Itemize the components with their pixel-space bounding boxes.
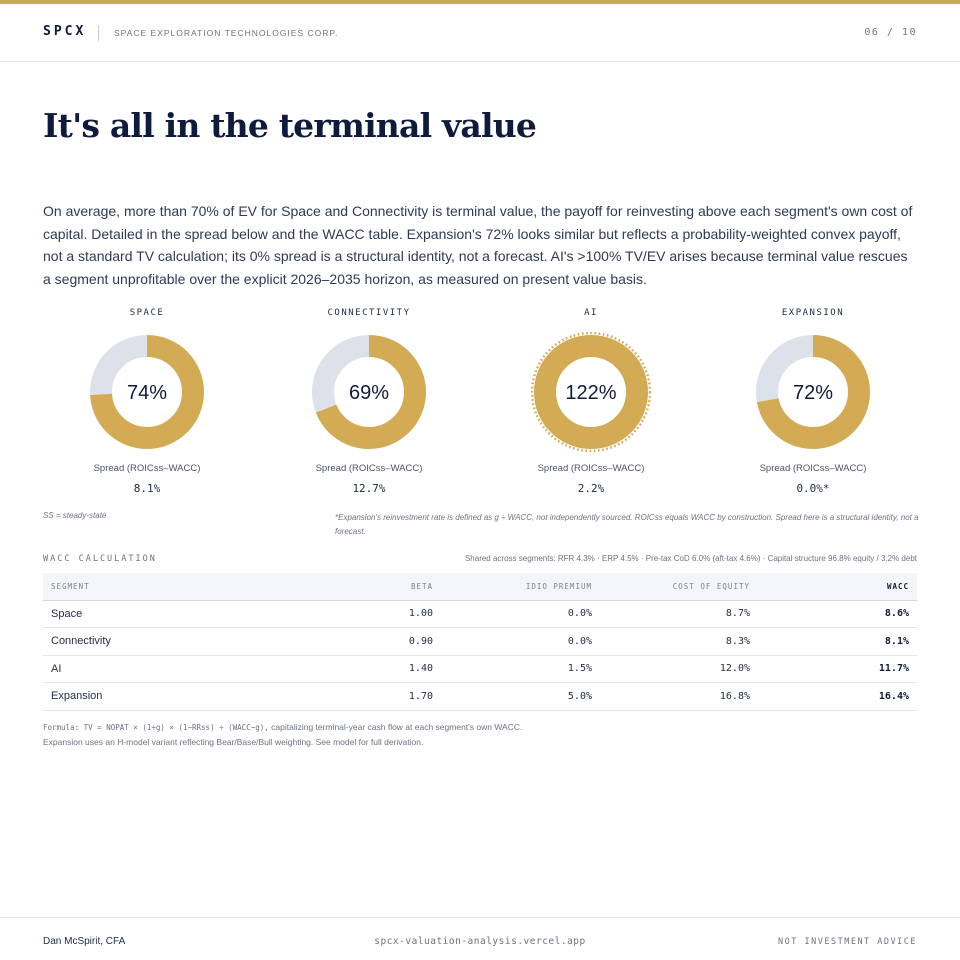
steady-state-note: SS = steady-state xyxy=(43,511,107,520)
cell-beta: 1.00 xyxy=(408,608,433,620)
spread-value: 8.1% xyxy=(133,482,161,495)
intro-paragraph: On average, more than 70% of EV for Spac… xyxy=(43,203,913,287)
donut-connectivity: CONNECTIVITY 69% Spread (ROICss–WACC) 12… xyxy=(269,308,469,495)
donut-label: AI xyxy=(584,308,598,318)
table-header-row: SEGMENT BETA IDIO PREMIUM COST OF EQUITY… xyxy=(43,573,917,600)
donut-label: CONNECTIVITY xyxy=(327,308,411,318)
disclaimer: NOT INVESTMENT ADVICE xyxy=(778,937,917,947)
page-header: SPCX SPACE EXPLORATION TECHNOLOGIES CORP… xyxy=(0,4,960,62)
donut-chart: 72% xyxy=(756,335,870,449)
formula-note: Formula: TV = NOPAT × (1+g) × (1−RRss) ÷… xyxy=(43,720,522,749)
table-row: AI 1.40 1.5% 12.0% 11.7% xyxy=(43,655,917,683)
donut-space: SPACE 74% Spread (ROICss–WACC) 8.1% xyxy=(47,308,247,495)
spread-value: 2.2% xyxy=(577,482,605,495)
h-model-note: Expansion uses an H-model variant reflec… xyxy=(43,737,424,747)
formula-expression: Formula: TV = NOPAT × (1+g) × (1−RRss) ÷… xyxy=(43,723,269,732)
cell-idio-premium: 0.0% xyxy=(567,608,592,620)
donut-value: 122% xyxy=(565,382,616,404)
donut-arc xyxy=(90,335,204,449)
donut-arc xyxy=(312,335,426,449)
donut-label: EXPANSION xyxy=(781,308,845,318)
spread-label: Spread (ROICss–WACC) xyxy=(537,463,645,474)
donut-value: 72% xyxy=(793,382,833,404)
table-row: Expansion 1.70 5.0% 16.8% 16.4% xyxy=(43,683,917,710)
company-name: SPACE EXPLORATION TECHNOLOGIES CORP. xyxy=(114,28,339,38)
cell-cost-of-equity: 8.7% xyxy=(725,608,750,620)
cell-cost-of-equity: 16.8% xyxy=(719,690,750,702)
spread-label: Spread (ROICss–WACC) xyxy=(93,463,201,474)
wacc-table: SEGMENT BETA IDIO PREMIUM COST OF EQUITY… xyxy=(43,573,917,711)
col-segment: SEGMENT xyxy=(51,581,90,591)
col-cost-of-equity: COST OF EQUITY xyxy=(672,581,750,591)
donut-value: 74% xyxy=(127,382,167,404)
donut-expansion: EXPANSION 72% Spread (ROICss–WACC) 0.0%* xyxy=(713,308,913,495)
page-title: It's all in the terminal value xyxy=(43,106,537,145)
spread-label: Spread (ROICss–WACC) xyxy=(315,463,423,474)
cell-wacc: 16.4% xyxy=(878,690,909,702)
cell-beta: 0.90 xyxy=(408,635,433,647)
donut-chart: 69% xyxy=(312,335,426,449)
cell-idio-premium: 0.0% xyxy=(567,635,592,647)
spread-value: 0.0%* xyxy=(796,482,830,495)
brand-logo: SPCX xyxy=(43,24,87,39)
wacc-section-title: WACC CALCULATION xyxy=(43,554,157,564)
wacc-shared-inputs: Shared across segments: RFR 4.3% · ERP 4… xyxy=(464,554,917,563)
page-indicator: 06 / 10 xyxy=(864,27,917,38)
donut-chart: 74% xyxy=(90,335,204,449)
col-wacc: WACC xyxy=(886,581,909,591)
donut-arc xyxy=(534,335,648,449)
cell-segment: AI xyxy=(51,662,62,675)
brand-divider xyxy=(98,25,99,41)
donut-label: SPACE xyxy=(129,308,165,318)
overflow-dotted-ring xyxy=(531,332,651,452)
cell-segment: Space xyxy=(51,607,83,620)
cell-wacc: 11.7% xyxy=(878,663,909,675)
col-idio-premium: IDIO PREMIUM xyxy=(525,581,592,591)
cell-cost-of-equity: 12.0% xyxy=(719,663,750,675)
cell-idio-premium: 5.0% xyxy=(567,690,592,702)
cell-wacc: 8.6% xyxy=(884,608,909,620)
col-beta: BETA xyxy=(410,581,433,591)
cell-idio-premium: 1.5% xyxy=(567,663,592,675)
cell-segment: Connectivity xyxy=(51,635,111,648)
cell-cost-of-equity: 8.3% xyxy=(725,635,750,647)
page-footer: Dan McSpirit, CFA spcx-valuation-analysi… xyxy=(0,917,960,960)
accent-bar xyxy=(0,0,960,4)
spread-label: Spread (ROICss–WACC) xyxy=(759,463,867,474)
cell-beta: 1.40 xyxy=(408,663,433,675)
donut-ai: AI 122% Spread (ROICss–WACC) 2.2% xyxy=(491,308,691,495)
author-name: Dan McSpirit, CFA xyxy=(43,936,126,947)
donut-arc xyxy=(756,335,870,449)
expansion-footnote: *Expansion's reinvestment rate is define… xyxy=(335,513,919,536)
site-url: spcx-valuation-analysis.vercel.app xyxy=(374,936,586,947)
donut-chart: 122% xyxy=(531,332,651,452)
cell-segment: Expansion xyxy=(51,690,103,703)
cell-wacc: 8.1% xyxy=(884,635,909,647)
donut-value: 69% xyxy=(349,382,389,404)
table-row: Connectivity 0.90 0.0% 8.3% 8.1% xyxy=(43,628,917,655)
cell-beta: 1.70 xyxy=(408,690,433,702)
formula-explanation: capitalizing terminal-year cash flow at … xyxy=(268,722,523,732)
spread-value: 12.7% xyxy=(352,482,386,495)
table-row: Space 1.00 0.0% 8.7% 8.6% xyxy=(43,600,917,628)
